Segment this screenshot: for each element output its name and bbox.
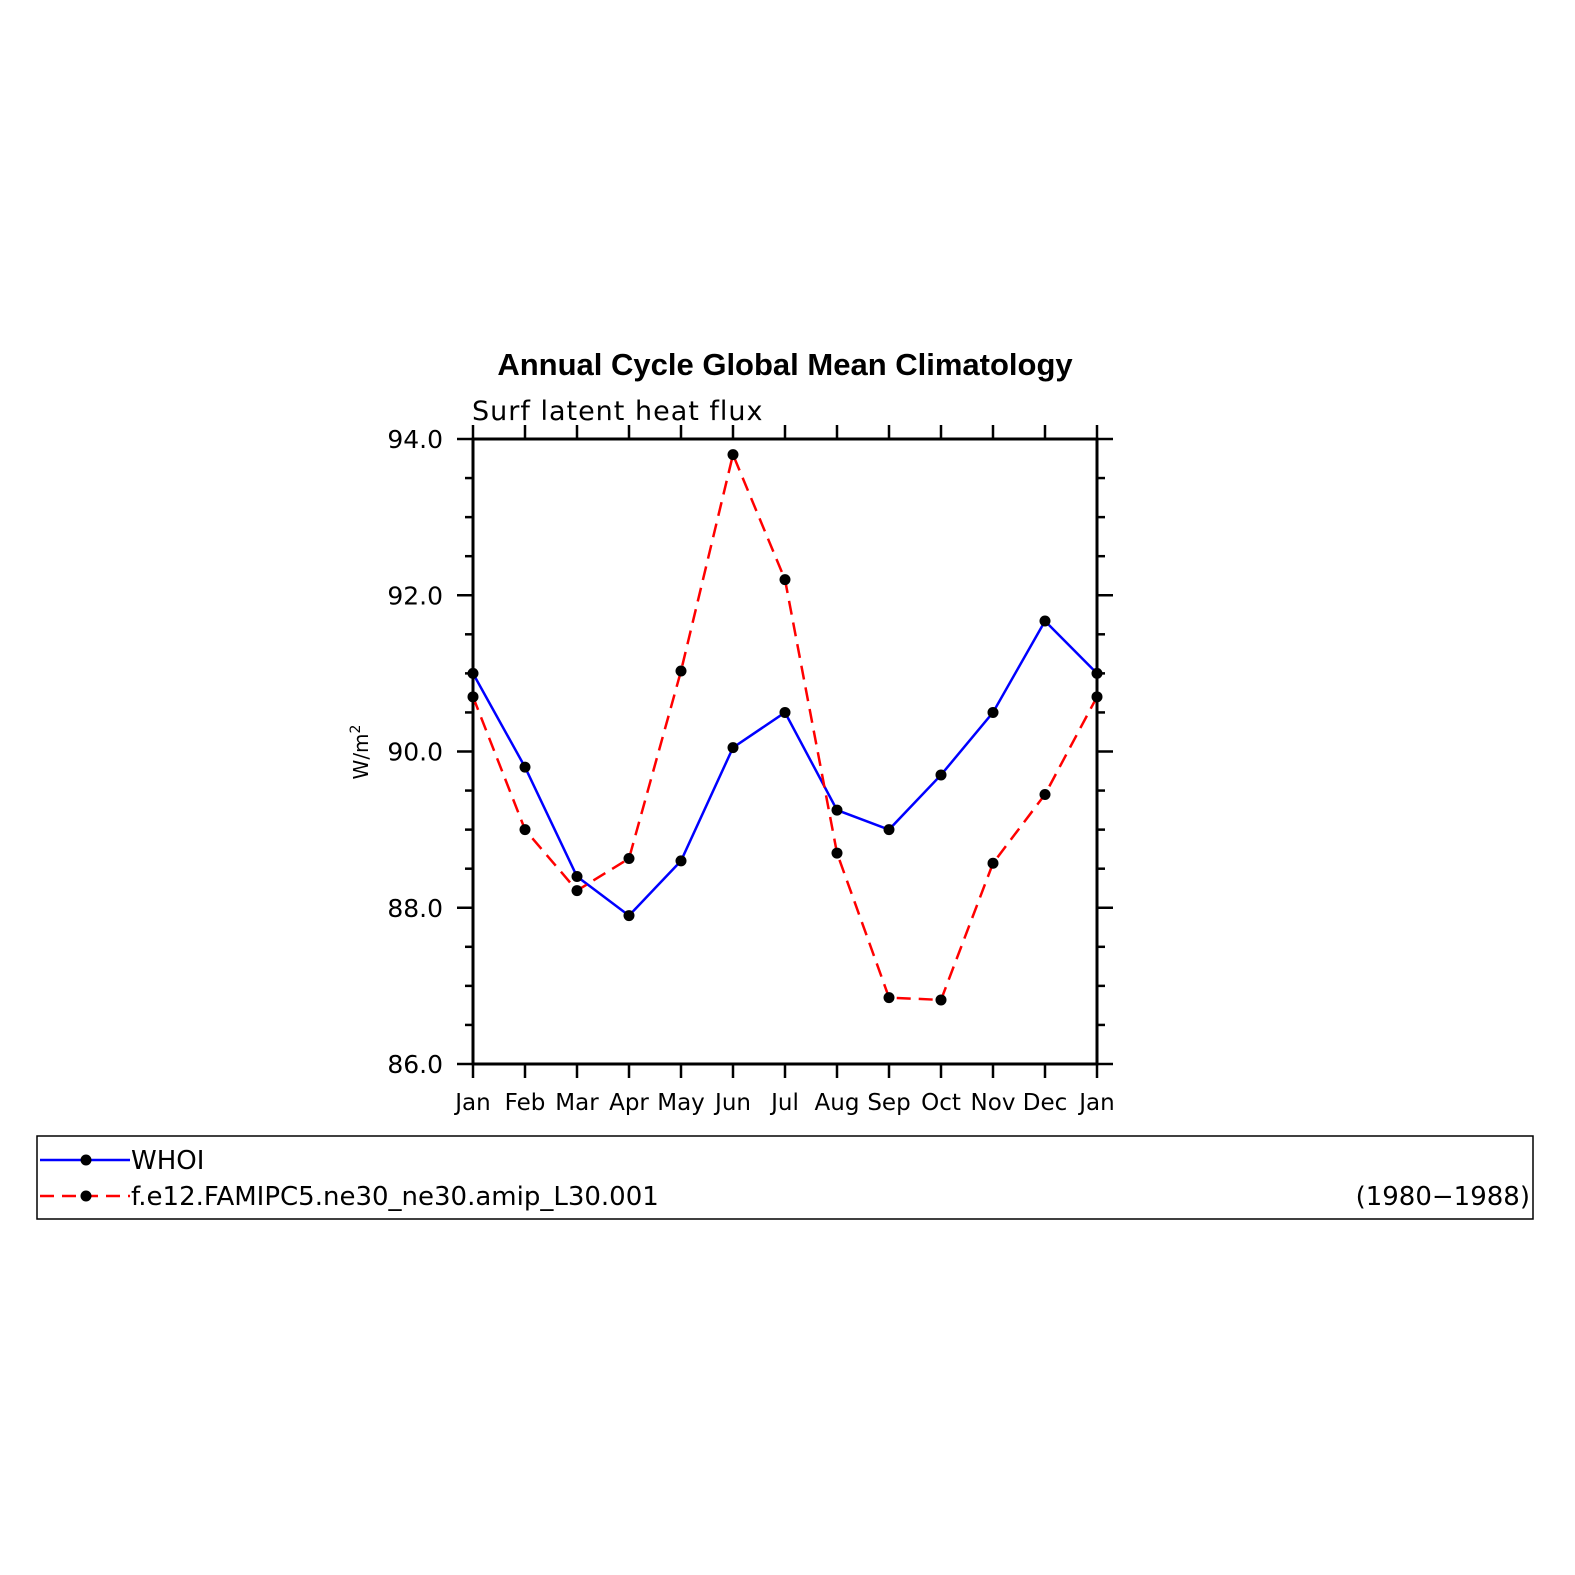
data-point-series-0	[1091, 667, 1103, 679]
data-point-series-1	[831, 847, 843, 859]
x-tick-label: Jan	[453, 1090, 490, 1116]
data-point-series-1	[467, 691, 479, 703]
data-point-series-0	[467, 667, 479, 679]
data-point-series-1	[1091, 691, 1103, 703]
legend-box	[36, 1135, 1534, 1220]
x-tick-label: Sep	[867, 1090, 910, 1116]
data-point-series-1	[935, 994, 947, 1006]
data-point-series-1	[623, 853, 635, 865]
data-point-series-1	[1039, 788, 1051, 800]
data-point-series-0	[935, 769, 947, 781]
y-tick-label: 86.0	[387, 1050, 443, 1079]
legend-label-whoi: WHOI	[131, 1146, 204, 1176]
x-tick-label: Jun	[713, 1090, 751, 1116]
y-tick-label: 88.0	[387, 894, 443, 923]
y-axis-label: W/m2	[348, 725, 373, 780]
data-point-series-1	[675, 665, 687, 677]
data-point-series-1	[727, 449, 739, 461]
data-point-series-0	[883, 824, 895, 836]
x-tick-label: May	[657, 1090, 705, 1116]
data-point-series-0	[519, 761, 531, 773]
x-tick-label: Aug	[815, 1090, 860, 1116]
x-tick-label: Jul	[769, 1090, 799, 1116]
data-point-series-1	[779, 574, 791, 586]
x-tick-label: Nov	[971, 1090, 1016, 1116]
legend-marker-model	[80, 1190, 92, 1202]
y-tick-label: 94.0	[387, 425, 443, 454]
y-tick-label: 92.0	[387, 581, 443, 610]
legend-years: (1980−1988)	[1356, 1182, 1530, 1212]
data-point-series-1	[519, 824, 531, 836]
data-point-series-0	[623, 910, 635, 922]
series-line-0	[471, 618, 1098, 918]
x-tick-label: Jan	[1077, 1090, 1114, 1116]
legend: WHOI f.e12.FAMIPC5.ne30_ne30.amip_L30.00…	[36, 1135, 1534, 1220]
data-point-series-1	[883, 992, 895, 1004]
plot-frame	[471, 437, 1099, 1066]
series-line-1	[471, 450, 1099, 1002]
data-point-series-0	[1039, 615, 1051, 627]
y-tick-label: 90.0	[387, 738, 443, 767]
chart-subtitle: Surf latent heat flux	[472, 396, 764, 427]
legend-marker-whoi	[80, 1154, 92, 1166]
data-point-series-0	[571, 871, 583, 882]
data-point-series-0	[831, 804, 843, 816]
data-point-series-1	[987, 857, 999, 869]
data-point-series-1	[571, 885, 583, 897]
data-point-series-0	[779, 706, 791, 718]
data-point-series-0	[675, 855, 687, 867]
x-tick-label: Dec	[1023, 1090, 1068, 1116]
x-tick-label: Mar	[555, 1090, 599, 1116]
chart-title: Annual Cycle Global Mean Climatology	[497, 347, 1073, 382]
data-point-series-0	[727, 742, 739, 754]
x-tick-label: Apr	[609, 1090, 649, 1116]
legend-label-model: f.e12.FAMIPC5.ne30_ne30.amip_L30.001	[131, 1182, 659, 1212]
data-point-series-0	[987, 706, 999, 718]
x-tick-label: Feb	[505, 1090, 546, 1116]
x-tick-label: Oct	[921, 1090, 961, 1116]
